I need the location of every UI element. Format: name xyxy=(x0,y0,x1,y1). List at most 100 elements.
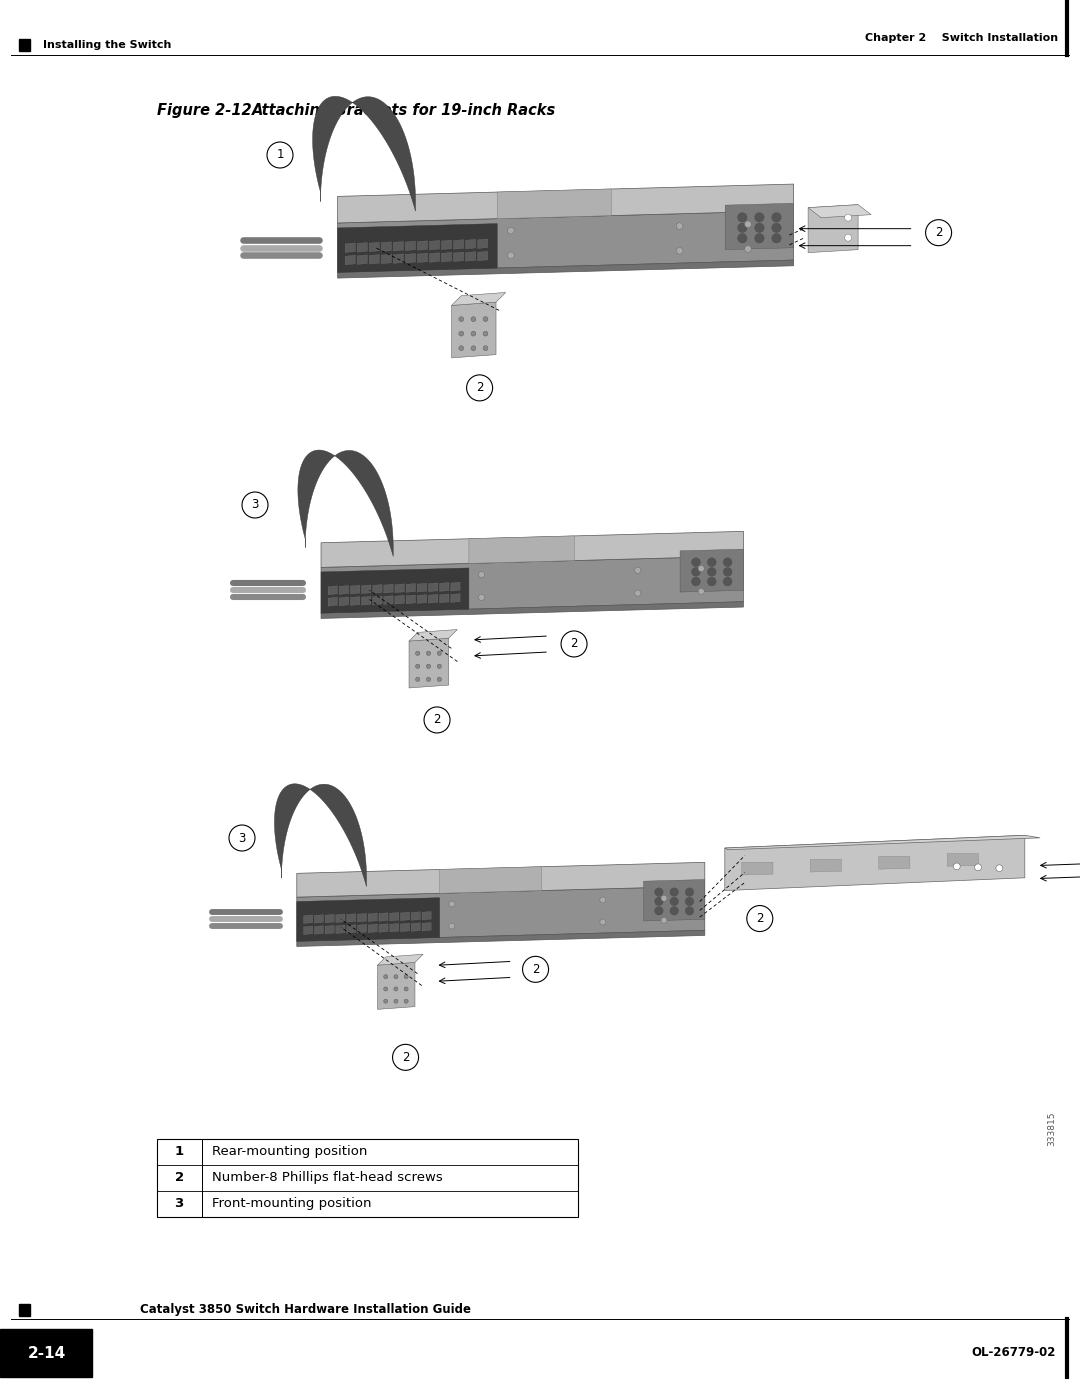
Circle shape xyxy=(635,567,640,573)
Circle shape xyxy=(459,331,463,337)
Circle shape xyxy=(437,651,442,655)
Text: 2: 2 xyxy=(476,381,484,394)
Polygon shape xyxy=(373,584,382,594)
Circle shape xyxy=(845,235,852,242)
Polygon shape xyxy=(339,597,349,606)
Text: 3: 3 xyxy=(252,499,259,511)
Polygon shape xyxy=(379,912,388,921)
Circle shape xyxy=(698,588,704,595)
Circle shape xyxy=(845,214,852,221)
Polygon shape xyxy=(339,585,349,594)
Circle shape xyxy=(483,317,488,321)
Text: 2: 2 xyxy=(531,963,539,977)
Text: 1: 1 xyxy=(175,1146,184,1158)
Polygon shape xyxy=(680,549,743,592)
PathPatch shape xyxy=(298,450,393,556)
Polygon shape xyxy=(477,251,488,261)
Polygon shape xyxy=(357,914,366,922)
Circle shape xyxy=(471,346,476,351)
Polygon shape xyxy=(465,251,475,261)
Polygon shape xyxy=(808,204,859,253)
Polygon shape xyxy=(321,531,743,567)
Text: 1: 1 xyxy=(276,148,284,162)
Polygon shape xyxy=(338,184,794,224)
Text: 2: 2 xyxy=(433,714,441,726)
Circle shape xyxy=(561,631,588,657)
Circle shape xyxy=(738,233,747,243)
Circle shape xyxy=(394,975,397,979)
Polygon shape xyxy=(469,536,575,563)
Polygon shape xyxy=(395,584,404,592)
Circle shape xyxy=(508,228,514,233)
Circle shape xyxy=(471,331,476,337)
Circle shape xyxy=(746,905,773,932)
Polygon shape xyxy=(357,254,367,264)
Circle shape xyxy=(974,863,982,870)
Circle shape xyxy=(459,317,463,321)
Polygon shape xyxy=(321,556,743,613)
Polygon shape xyxy=(369,242,379,251)
Circle shape xyxy=(383,975,388,979)
Circle shape xyxy=(229,826,255,851)
Polygon shape xyxy=(406,595,416,604)
Polygon shape xyxy=(644,880,705,921)
Circle shape xyxy=(691,557,700,567)
Polygon shape xyxy=(725,204,794,250)
Polygon shape xyxy=(947,854,978,866)
Polygon shape xyxy=(450,594,460,602)
Text: Attaching Brackets for 19-inch Racks: Attaching Brackets for 19-inch Racks xyxy=(252,102,556,117)
Circle shape xyxy=(745,221,752,228)
PathPatch shape xyxy=(312,96,416,211)
Text: Number-8 Phillips flat-head screws: Number-8 Phillips flat-head screws xyxy=(212,1171,443,1185)
Circle shape xyxy=(772,212,781,222)
Circle shape xyxy=(707,557,716,567)
Circle shape xyxy=(404,975,408,979)
Polygon shape xyxy=(454,251,463,261)
Circle shape xyxy=(483,346,488,351)
Polygon shape xyxy=(405,242,416,250)
Circle shape xyxy=(691,577,700,585)
Polygon shape xyxy=(350,597,360,605)
Circle shape xyxy=(392,1045,419,1070)
Circle shape xyxy=(404,999,408,1003)
Circle shape xyxy=(724,567,732,576)
Polygon shape xyxy=(338,211,794,272)
Polygon shape xyxy=(338,260,794,278)
Polygon shape xyxy=(429,583,437,592)
Polygon shape xyxy=(451,302,496,358)
Polygon shape xyxy=(314,915,323,923)
Polygon shape xyxy=(347,914,355,922)
Polygon shape xyxy=(810,859,841,872)
Circle shape xyxy=(772,233,781,243)
Circle shape xyxy=(654,907,663,915)
Polygon shape xyxy=(725,835,1040,849)
Polygon shape xyxy=(401,912,409,921)
Text: 3: 3 xyxy=(175,1197,184,1210)
Polygon shape xyxy=(390,923,399,932)
Polygon shape xyxy=(373,597,382,605)
Bar xyxy=(19,39,30,52)
Polygon shape xyxy=(362,597,370,605)
Circle shape xyxy=(755,224,765,232)
Circle shape xyxy=(707,567,716,576)
Polygon shape xyxy=(406,584,416,592)
Polygon shape xyxy=(378,954,423,965)
Polygon shape xyxy=(378,963,415,1010)
Circle shape xyxy=(676,222,683,229)
Circle shape xyxy=(954,863,960,870)
Text: Figure 2-12: Figure 2-12 xyxy=(157,102,252,117)
Circle shape xyxy=(755,233,765,243)
Circle shape xyxy=(738,224,747,232)
Polygon shape xyxy=(422,911,431,921)
Circle shape xyxy=(724,557,732,567)
Polygon shape xyxy=(338,224,497,272)
Polygon shape xyxy=(325,925,334,935)
Polygon shape xyxy=(390,912,399,921)
Polygon shape xyxy=(357,243,367,251)
Polygon shape xyxy=(417,583,427,592)
Circle shape xyxy=(424,707,450,733)
Text: Front-mounting position: Front-mounting position xyxy=(212,1197,372,1210)
Circle shape xyxy=(685,907,693,915)
Circle shape xyxy=(449,923,455,929)
Text: 2: 2 xyxy=(570,637,578,651)
